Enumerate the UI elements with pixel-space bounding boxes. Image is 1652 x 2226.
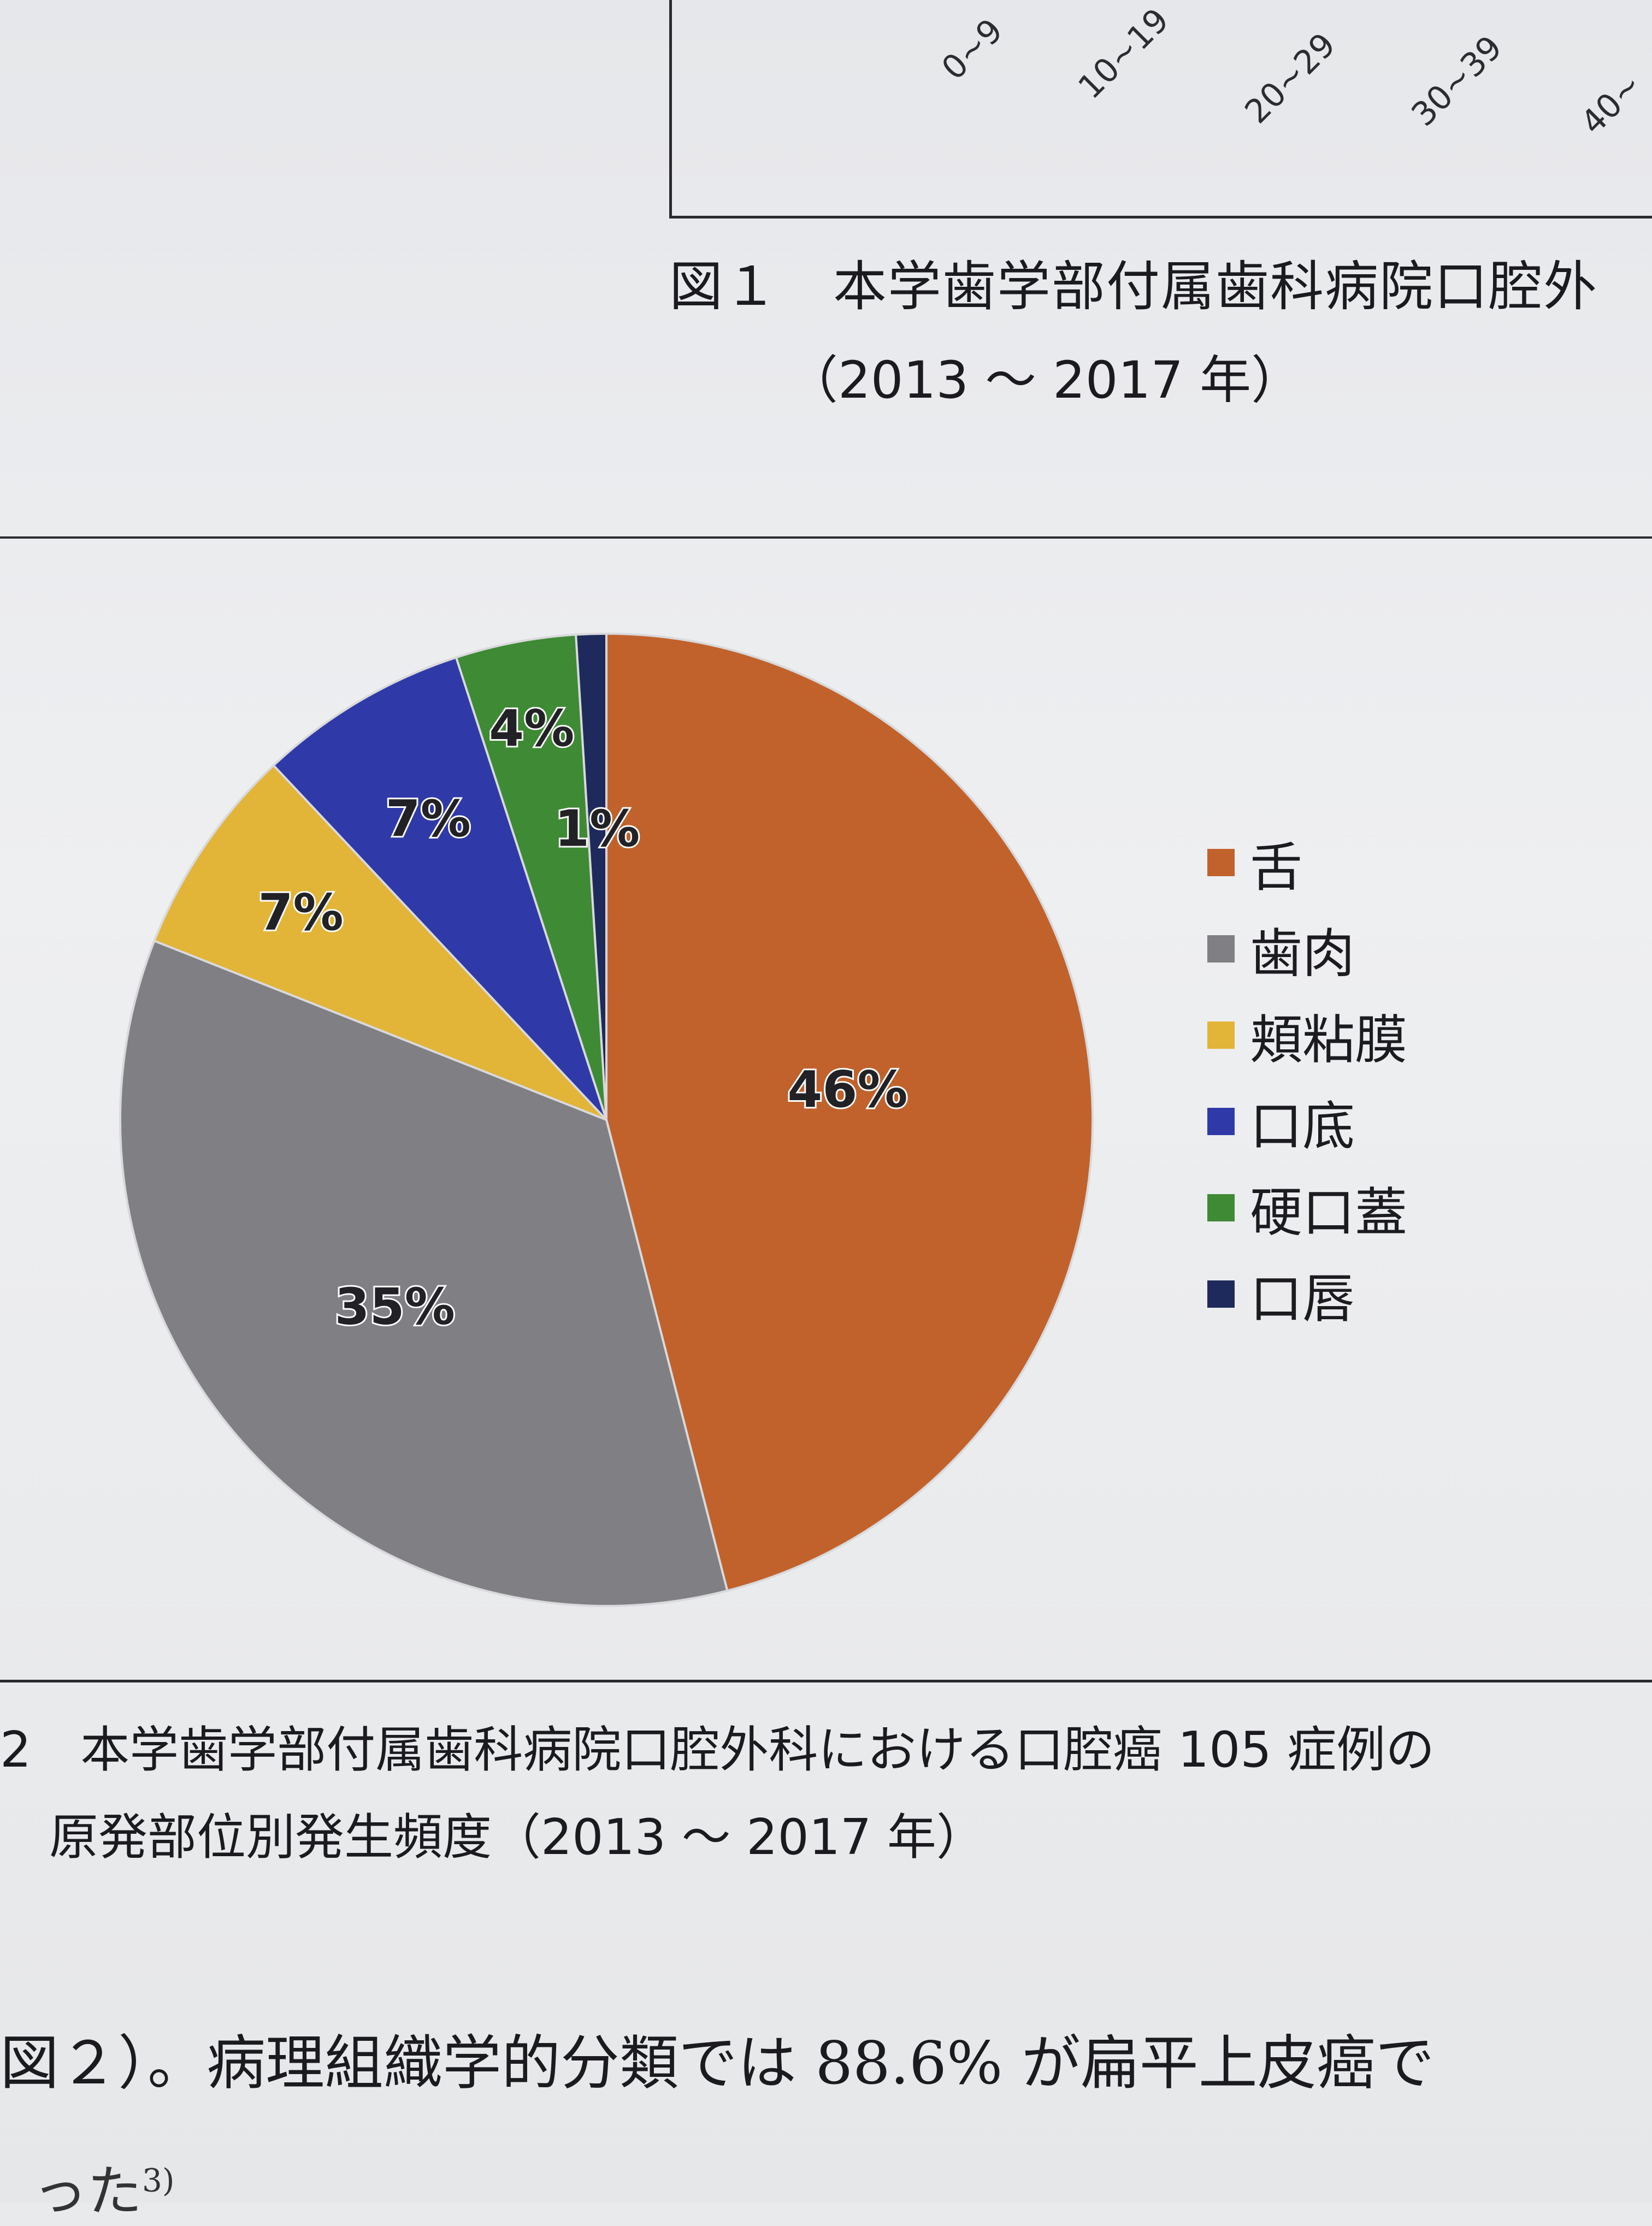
legend-item: 硬口蓋 — [1207, 1165, 1407, 1251]
figure2-caption: 2 本学歯学部付属歯科病院口腔外科における口腔癌 105 症例の — [0, 1721, 1435, 1779]
citation-superscript: 3) — [142, 2162, 175, 2199]
legend-label: 口唇 — [1250, 1268, 1355, 1330]
pie-chart: 46% 35% 7% 7% 4% 1% — [119, 632, 1094, 1607]
legend-swatch — [1207, 1280, 1235, 1308]
figure2-top-rule — [0, 536, 1652, 539]
legend-swatch — [1207, 935, 1235, 963]
pie-slice — [152, 764, 607, 1121]
slice-data-label: 4% — [489, 699, 574, 758]
legend-swatch — [1207, 1194, 1235, 1221]
legend-swatch — [1207, 1108, 1235, 1135]
legend-label: 舌 — [1250, 836, 1302, 898]
figure1-caption: 図１ 本学歯学部付属歯科病院口腔外 — [669, 256, 1598, 318]
legend-item: 舌 — [1207, 819, 1407, 906]
legend-label: 歯肉 — [1250, 923, 1355, 984]
figure1-caption-years: （2013 ～ 2017 年） — [787, 351, 1303, 410]
slice-data-label: 46% — [787, 1060, 907, 1119]
figure2-caption-line2: 原発部位別発生頻度（2013 ～ 2017 年） — [49, 1809, 986, 1866]
legend-item: 口底 — [1207, 1078, 1407, 1165]
slice-data-label: 1% — [554, 799, 640, 858]
pie-slice — [574, 632, 607, 1120]
body-text-line: 図２）。病理組織学的分類では 88.6% が扁平上皮癌で — [0, 2029, 1435, 2098]
legend-label: 頬粘膜 — [1250, 1009, 1407, 1071]
body-text-line: った3) — [33, 2147, 175, 2226]
pie-slice — [119, 939, 729, 1607]
slice-data-label: 7% — [258, 883, 343, 942]
legend-label: 口底 — [1250, 1095, 1355, 1157]
body-text-fragment: った — [33, 2159, 142, 2223]
legend-label: 硬口蓋 — [1250, 1182, 1407, 1243]
pie-slice — [605, 632, 1094, 1592]
legend-swatch — [1207, 849, 1235, 876]
figure2-bottom-rule — [0, 1680, 1652, 1682]
chart-legend: 舌 歯肉 頬粘膜 口底 硬口蓋 口唇 — [1207, 819, 1407, 1337]
slice-data-label: 35% — [335, 1277, 455, 1336]
legend-item: 口唇 — [1207, 1251, 1407, 1337]
pie-slice — [455, 633, 607, 1120]
legend-item: 歯肉 — [1207, 906, 1407, 992]
figure1-chart-frame: 0~9 10~19 20~29 30~39 40~ — [669, 0, 1652, 219]
pie-slice — [272, 656, 607, 1121]
legend-swatch — [1207, 1022, 1235, 1049]
slice-data-label: 7% — [386, 789, 471, 848]
legend-item: 頬粘膜 — [1207, 992, 1407, 1078]
